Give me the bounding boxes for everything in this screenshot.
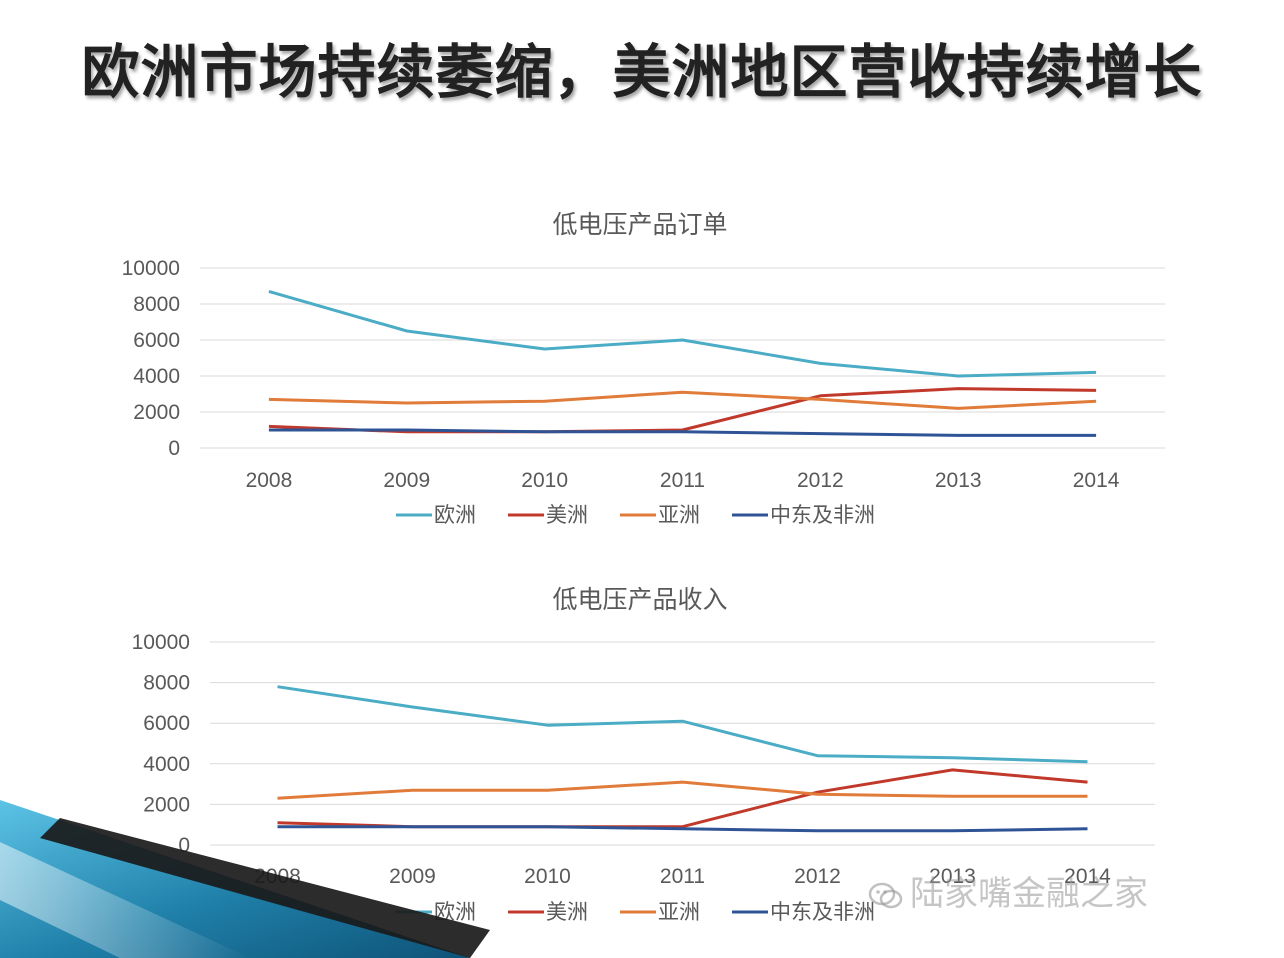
revenue-x-tick-label: 2009 (389, 865, 436, 888)
revenue-x-tick-label: 2012 (794, 865, 841, 888)
orders-x-tick-label: 2013 (935, 469, 982, 492)
orders-series-line-亚洲 (268, 390, 1097, 410)
orders-x-tick-label: 2008 (246, 469, 293, 492)
orders-legend-label: 美洲 (546, 503, 588, 527)
watermark: 陆家嘴金融之家 (868, 866, 1268, 916)
revenue-y-tick-label: 6000 (143, 712, 190, 735)
orders-y-tick-label: 8000 (133, 293, 180, 316)
orders-chart: 低电压产品订单 10000 8000 6000 4000 2000 0 2008 2009 201… (122, 210, 1165, 527)
revenue-y-tick-label: 10000 (132, 631, 190, 654)
revenue-x-tick-label: 2008 (254, 865, 301, 888)
orders-chart-title: 低电压产品订单 (552, 210, 727, 239)
orders-x-tick-label: 2012 (797, 469, 844, 492)
revenue-series-line-中东及非洲 (277, 825, 1088, 833)
revenue-chart: 低电压产品收入 10000 8000 6000 4000 2000 0 2008 2009 201… (132, 585, 1155, 924)
watermark-text: 陆家嘴金融之家 (910, 874, 1148, 914)
orders-legend-label: 亚洲 (658, 503, 700, 527)
revenue-series-line-美洲 (277, 768, 1088, 829)
revenue-x-tick-label: 2014 (1064, 865, 1111, 888)
revenue-x-tick-label: 2011 (660, 865, 705, 888)
revenue-x-tick-label: 2013 (929, 865, 976, 888)
orders-y-tick-label: 6000 (133, 329, 180, 352)
orders-x-tick-label: 2011 (660, 469, 705, 492)
orders-legend-label: 欧洲 (434, 503, 476, 527)
orders-y-tick-label: 4000 (133, 365, 180, 388)
orders-y-tick-label: 0 (168, 437, 180, 460)
orders-series-line-欧洲 (268, 289, 1097, 378)
orders-y-tick-label: 10000 (122, 257, 180, 280)
revenue-legend-label: 中东及非洲 (770, 900, 875, 924)
orders-legend-label: 中东及非洲 (770, 503, 875, 527)
revenue-y-tick-label: 0 (178, 834, 190, 857)
orders-x-tick-label: 2014 (1073, 469, 1120, 492)
revenue-series-line-亚洲 (277, 780, 1088, 800)
orders-series-line-美洲 (268, 387, 1097, 434)
orders-y-tick-label: 2000 (133, 401, 180, 424)
revenue-y-tick-label: 4000 (143, 753, 190, 776)
revenue-y-tick-label: 2000 (143, 793, 190, 816)
wechat-icon (868, 882, 903, 908)
orders-x-tick-label: 2010 (521, 469, 568, 492)
revenue-legend-label: 亚洲 (658, 900, 700, 924)
revenue-legend-label: 美洲 (546, 900, 588, 924)
orders-series-line-中东及非洲 (268, 428, 1097, 437)
revenue-legend-label: 欧洲 (434, 900, 476, 924)
page-title: 欧洲市场持续萎缩，美洲地区营收持续增长 (81, 38, 1203, 106)
revenue-y-tick-label: 8000 (143, 672, 190, 695)
revenue-x-tick-label: 2010 (524, 865, 571, 888)
revenue-chart-title: 低电压产品收入 (552, 585, 727, 614)
revenue-series-line-欧洲 (277, 685, 1088, 764)
orders-x-tick-label: 2009 (383, 469, 430, 492)
